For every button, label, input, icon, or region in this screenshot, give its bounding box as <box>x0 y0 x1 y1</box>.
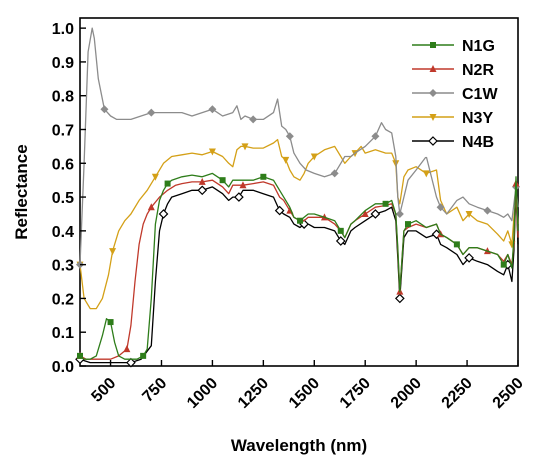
data-point <box>330 169 339 178</box>
legend-marker <box>429 114 437 121</box>
x-tick-label: 2500 <box>490 375 527 412</box>
y-tick-label: 0.3 <box>52 258 74 275</box>
legend-label: N3Y <box>462 110 493 127</box>
series-n1g <box>77 172 519 360</box>
legend-marker <box>429 65 437 72</box>
data-point <box>422 170 430 178</box>
data-point <box>126 357 136 368</box>
data-point <box>395 209 404 218</box>
data-point <box>436 203 445 212</box>
legend-item-n3y: N3Y <box>412 110 493 127</box>
data-point <box>147 108 156 117</box>
y-tick-label: 0.6 <box>52 156 74 173</box>
data-point <box>335 236 346 246</box>
x-tick-label: 1750 <box>337 375 374 412</box>
legend-background <box>406 31 510 157</box>
data-point <box>147 203 155 211</box>
legend-item-n2r: N2R <box>412 62 494 79</box>
y-tick-label: 0.4 <box>52 224 74 241</box>
x-tick-label: 2000 <box>388 375 425 412</box>
x-tick-label: 500 <box>88 375 119 406</box>
data-point <box>361 209 369 217</box>
legend-item-n4b: N4B <box>412 134 494 151</box>
data-point <box>297 217 304 224</box>
legend-label: N1G <box>462 38 495 55</box>
data-point <box>208 148 216 156</box>
data-point <box>249 115 258 124</box>
data-point <box>260 173 267 180</box>
legend-marker <box>430 42 436 48</box>
data-point <box>208 105 217 114</box>
series-line <box>79 138 519 310</box>
y-axis-title: Reflectance <box>12 144 31 239</box>
data-point <box>151 173 159 181</box>
x-axis-title: Wavelength (nm) <box>231 436 367 455</box>
data-point <box>465 210 473 218</box>
y-tick-label: 0.7 <box>52 122 74 139</box>
data-point <box>464 253 474 263</box>
data-point <box>394 293 405 304</box>
data-point <box>500 261 507 268</box>
data-point <box>197 185 208 196</box>
legend-item-c1w: C1W <box>412 86 498 103</box>
y-tick-label: 0.9 <box>52 55 74 72</box>
legend-item-n1g: N1G <box>412 38 495 55</box>
data-point <box>404 221 411 228</box>
data-point <box>100 105 109 114</box>
data-point <box>77 352 83 359</box>
y-tick-label: 0.2 <box>52 291 74 308</box>
series-layer <box>75 27 520 368</box>
x-tick-label: 1000 <box>184 375 221 412</box>
y-tick-label: 1.0 <box>52 21 74 38</box>
data-point <box>483 206 492 215</box>
y-axis: 0.0 0.1 0.2 0.3 0.4 0.5 0.6 0.7 0.8 0.9 1.0 <box>52 21 86 376</box>
data-point <box>241 143 249 151</box>
y-tick-label: 0.0 <box>52 359 74 376</box>
data-point <box>274 205 285 216</box>
y-tick-label: 0.8 <box>52 89 74 106</box>
y-tick-label: 0.1 <box>52 325 74 342</box>
legend-label: C1W <box>462 86 498 103</box>
legend-label: N4B <box>462 134 494 151</box>
x-axis: 500 750 1000 1250 1500 1750 2000 2250 2500 <box>88 360 527 412</box>
data-point <box>140 352 147 359</box>
data-point <box>158 209 169 219</box>
x-tick-label: 750 <box>139 375 170 406</box>
legend-marker <box>429 89 437 97</box>
legend-marker <box>428 136 438 146</box>
y-tick-label: 0.5 <box>52 190 74 207</box>
x-tick-label: 1500 <box>286 375 323 412</box>
x-tick-label: 1250 <box>235 375 272 412</box>
data-point <box>282 156 290 164</box>
data-point <box>370 209 381 219</box>
series-n4b <box>75 185 519 368</box>
plot-area <box>75 17 520 368</box>
data-point <box>107 319 114 326</box>
data-point <box>453 241 460 248</box>
data-point <box>310 153 318 161</box>
series-c1w <box>76 27 520 269</box>
data-point <box>164 180 171 187</box>
legend: N1G N2R C1W N3Y N4B <box>406 31 510 157</box>
data-point <box>371 132 380 141</box>
data-point <box>234 192 244 202</box>
data-point <box>198 177 206 185</box>
series-line <box>79 172 519 360</box>
data-point <box>285 132 294 141</box>
legend-label: N2R <box>462 62 494 79</box>
data-point <box>382 200 389 207</box>
series-line <box>79 27 519 265</box>
data-point <box>239 181 247 189</box>
series-line <box>79 186 519 364</box>
plot-frame <box>79 17 519 367</box>
data-point <box>123 345 131 353</box>
data-point <box>337 227 344 234</box>
x-tick-label: 2250 <box>439 375 476 412</box>
data-point <box>219 177 226 184</box>
data-point <box>109 248 117 256</box>
